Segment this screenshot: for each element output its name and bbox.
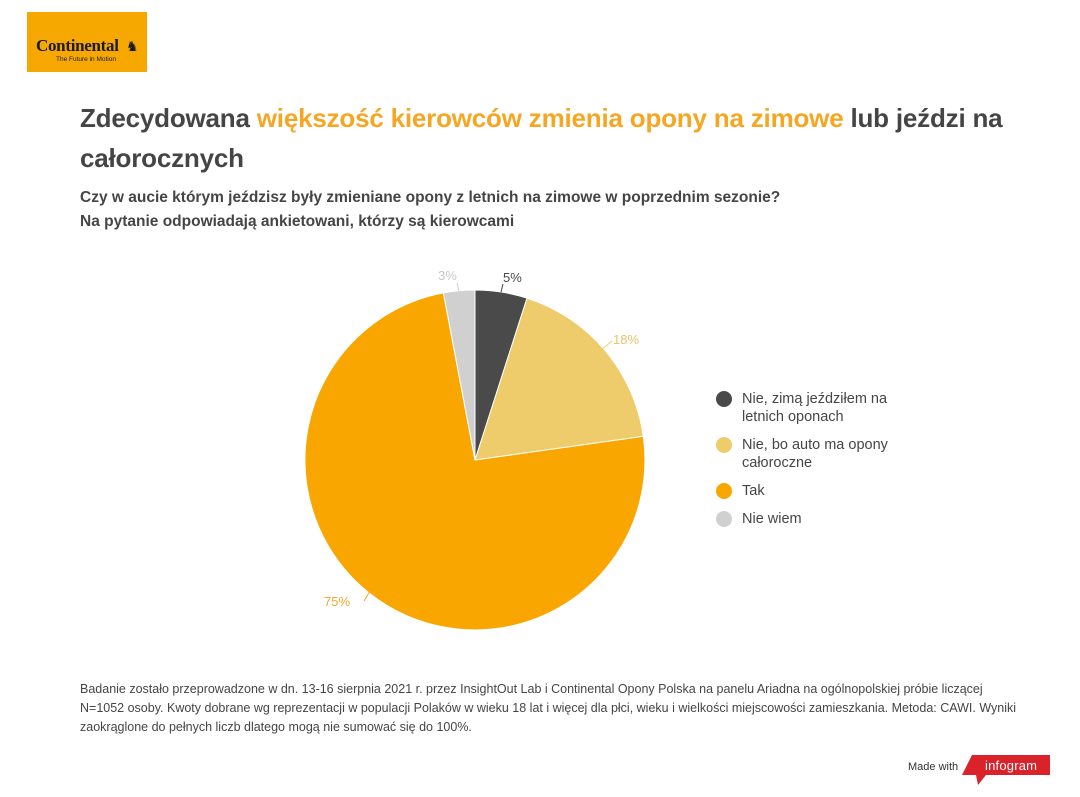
leader-line-5 [500,283,504,293]
label-75: 75% [324,594,350,609]
leader-line-18 [599,340,613,352]
label-5: 5% [503,270,522,285]
continental-logo: Continental ♞ The Future in Motion [27,12,147,72]
pie-slice-tak[interactable] [304,292,646,631]
subtitle-note: Na pytanie odpowiadają ankietowani, któr… [80,213,515,230]
leader-line-75 [363,590,377,602]
made-with-label: Made with [908,761,959,773]
rearing-horse-icon: ♞ [126,38,139,54]
label-3: 3% [438,268,457,283]
subtitle-question: Czy w aucie którym jeździsz były zmienia… [80,189,781,206]
legend-label: Nie wiem [742,511,802,527]
infogram-link[interactable]: infogram [985,758,1038,773]
chart-subtitle: Czy w aucie którym jeździsz były zmienia… [80,186,780,234]
label-18: 18% [613,332,639,347]
legend-item-nie-letnie[interactable]: Nie, zimą jeździłem na letnich oponach [716,390,916,426]
legend-label: Nie, zimą jeździłem na letnich oponach [742,391,888,425]
legend-dot-icon [716,437,732,453]
title-highlight: większość kierowców zmienia opony na zim… [256,103,844,133]
legend-label: Tak [742,483,765,499]
legend-item-tak[interactable]: Tak [716,482,916,500]
infogram-badge-icon[interactable] [962,755,1052,789]
leader-line-3 [456,282,460,292]
legend-dot-icon [716,483,732,499]
legend-label: Nie, bo auto ma opony całoroczne [742,437,888,471]
methodology-footnote: Badanie zostało przeprowadzone w dn. 13-… [80,682,1017,734]
logo-wordmark: Continental [36,36,119,55]
legend-dot-icon [716,391,732,407]
legend-item-nie-wiem[interactable]: Nie wiem [716,510,916,528]
legend-dot-icon [716,511,732,527]
legend-item-nie-caloroczne[interactable]: Nie, bo auto ma opony całoroczne [716,436,916,472]
chart-legend: Nie, zimą jeździłem na letnich oponach N… [716,390,916,538]
chart-title: Zdecydowana większość kierowców zmienia … [80,98,1020,178]
title-part2: lub jeździ na całorocznych [80,103,1003,173]
logo-tagline: The Future in Motion [56,56,116,63]
title-part1: Zdecydowana [80,103,257,133]
pie-slice-nie-caloroczne[interactable] [474,297,644,461]
